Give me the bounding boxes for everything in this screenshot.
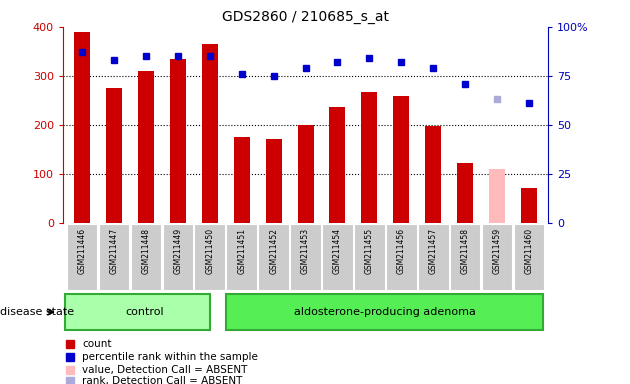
FancyBboxPatch shape: [290, 224, 321, 290]
Bar: [521, 189, 537, 223]
FancyBboxPatch shape: [386, 224, 416, 290]
Text: GSM211453: GSM211453: [301, 228, 310, 274]
Bar: [106, 88, 122, 223]
Bar: [138, 71, 154, 223]
FancyBboxPatch shape: [226, 294, 543, 330]
Bar: [74, 32, 90, 223]
Text: rank, Detection Call = ABSENT: rank, Detection Call = ABSENT: [83, 376, 243, 384]
Text: GSM211446: GSM211446: [77, 228, 87, 274]
Bar: [329, 107, 345, 223]
FancyBboxPatch shape: [65, 294, 210, 330]
Text: value, Detection Call = ABSENT: value, Detection Call = ABSENT: [83, 365, 248, 375]
Text: GSM211455: GSM211455: [365, 228, 374, 274]
Text: GSM211450: GSM211450: [205, 228, 214, 274]
Text: GSM211454: GSM211454: [333, 228, 342, 274]
Bar: [362, 91, 377, 223]
Bar: [489, 169, 505, 223]
FancyBboxPatch shape: [418, 224, 449, 290]
FancyBboxPatch shape: [258, 224, 289, 290]
Text: aldosterone-producing adenoma: aldosterone-producing adenoma: [294, 307, 476, 317]
Text: percentile rank within the sample: percentile rank within the sample: [83, 352, 258, 362]
Bar: [234, 137, 249, 223]
Text: control: control: [125, 307, 164, 317]
FancyBboxPatch shape: [482, 224, 512, 290]
FancyBboxPatch shape: [67, 224, 98, 290]
FancyBboxPatch shape: [130, 224, 161, 290]
Bar: [425, 126, 441, 223]
Text: GSM211447: GSM211447: [110, 228, 118, 274]
FancyBboxPatch shape: [226, 224, 257, 290]
Bar: [266, 139, 282, 223]
FancyBboxPatch shape: [354, 224, 385, 290]
Text: GSM211456: GSM211456: [397, 228, 406, 274]
Text: disease state: disease state: [0, 307, 74, 317]
Text: GSM211458: GSM211458: [461, 228, 469, 273]
Text: GSM211451: GSM211451: [238, 228, 246, 273]
Text: GSM211448: GSM211448: [142, 228, 151, 273]
FancyBboxPatch shape: [163, 224, 193, 290]
Title: GDS2860 / 210685_s_at: GDS2860 / 210685_s_at: [222, 10, 389, 25]
FancyBboxPatch shape: [513, 224, 544, 290]
Bar: [297, 125, 314, 223]
Bar: [170, 59, 186, 223]
FancyBboxPatch shape: [99, 224, 129, 290]
Text: GSM211449: GSM211449: [173, 228, 183, 274]
FancyBboxPatch shape: [450, 224, 481, 290]
Text: GSM211460: GSM211460: [524, 228, 534, 274]
Text: GSM211457: GSM211457: [428, 228, 438, 274]
Bar: [457, 163, 473, 223]
Bar: [202, 44, 218, 223]
Bar: [393, 96, 410, 223]
FancyBboxPatch shape: [195, 224, 225, 290]
Text: GSM211459: GSM211459: [493, 228, 501, 274]
FancyBboxPatch shape: [322, 224, 353, 290]
Text: GSM211452: GSM211452: [269, 228, 278, 273]
Text: count: count: [83, 339, 112, 349]
